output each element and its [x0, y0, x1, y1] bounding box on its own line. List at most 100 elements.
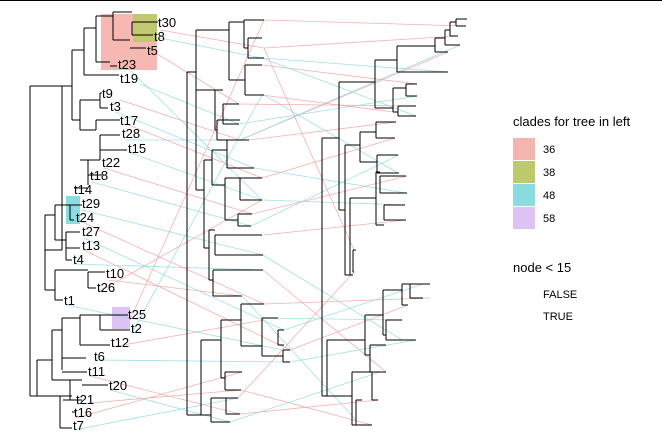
tip-label: t3: [110, 99, 121, 114]
tanglegram-link: [238, 103, 417, 107]
tip-label: t6: [94, 349, 105, 364]
tanglegram-link: [75, 371, 243, 419]
legend-label-58: 58: [543, 213, 555, 225]
tip-label: t22: [102, 155, 120, 170]
tree-links: [65, 19, 467, 431]
legend-label-36: 36: [543, 144, 555, 156]
tip-label: t26: [97, 280, 115, 295]
legend-key-38: [513, 161, 535, 183]
tip-label: t18: [90, 168, 108, 183]
tanglegram-link: [263, 94, 399, 174]
tanglegram-link: [125, 123, 263, 179]
legend-node-true: TRUE: [543, 311, 573, 323]
tanglegram-link: [229, 371, 381, 423]
tanglegram-link: [81, 209, 264, 256]
tanglegram-link: [239, 399, 379, 415]
tip-label: t1: [64, 293, 75, 308]
tanglegram-link: [250, 154, 400, 227]
tanglegram-link: [262, 219, 407, 236]
tip-label: t23: [118, 57, 136, 72]
tanglegram-link: [263, 47, 355, 251]
tanglegram-link: [238, 95, 418, 125]
clade-58-box: [112, 307, 130, 329]
tip-label: t30: [158, 15, 176, 30]
clade-38-box: [133, 14, 157, 42]
legend-key-36: [513, 138, 535, 160]
tanglegram-link: [95, 359, 291, 363]
tanglegram-link: [65, 304, 284, 351]
tanglegram-link: [261, 57, 449, 73]
tanglegram-link: [109, 389, 231, 423]
clade-highlights: [66, 14, 157, 329]
tanglegram-link: [262, 269, 387, 373]
tanglegram-link: [77, 389, 242, 405]
tip-label: t28: [122, 126, 140, 141]
tanglegram-link: [262, 254, 403, 341]
tanglegram-link: [261, 137, 396, 179]
tip-label: t21: [76, 392, 94, 407]
tanglegram-link: [107, 279, 243, 297]
tanglegram-link: [89, 375, 241, 415]
tip-label: t15: [128, 141, 146, 156]
tip-label: t17: [120, 113, 138, 128]
tanglegram-link: [83, 237, 285, 331]
tip-label: t27: [82, 224, 100, 239]
tip-label: t7: [73, 418, 84, 433]
tanglegram-link: [253, 167, 407, 194]
tanglegram-link: [263, 35, 459, 49]
tanglegram-link: [73, 397, 239, 431]
left-tip-labels: t30t8t5t23t19t9t3t17t28t15t22t18t14t29t2…: [64, 15, 176, 433]
tanglegram-link: [97, 199, 263, 293]
tanglegram-link: [103, 167, 253, 215]
tanglegram-link: [159, 29, 265, 49]
tanglegram-link: [263, 19, 467, 27]
tanglegram-link: [241, 295, 357, 421]
tanglegram-link: [263, 297, 431, 305]
legend-label-48: 48: [543, 190, 555, 202]
tip-label: t11: [88, 364, 105, 379]
tanglegram-link: [261, 94, 394, 113]
tip-label: t10: [106, 266, 124, 281]
right-tree: [321, 18, 467, 426]
tip-label: t5: [147, 43, 158, 58]
tanglegram-link: [289, 304, 409, 351]
legend-label-38: 38: [543, 167, 555, 179]
tanglegram-link: [248, 121, 397, 141]
tip-label: t20: [109, 378, 127, 393]
tip-label: t12: [111, 335, 129, 350]
legend: clades for tree in left 36 38 48 58 node…: [513, 114, 630, 323]
tanglegram-link: [159, 37, 263, 59]
tip-label: t9: [102, 86, 113, 101]
tanglegram-link: [119, 99, 241, 141]
tip-label: t16: [74, 405, 92, 420]
tanglegram-link: [261, 64, 418, 85]
middle-tree: [186, 19, 290, 423]
tanglegram-link: [239, 44, 461, 141]
tanglegram-link: [81, 221, 265, 305]
tip-label: t29: [82, 196, 100, 211]
tip-label: t24: [76, 210, 94, 225]
tanglegram-link: [261, 199, 406, 206]
top-border: [0, 0, 662, 1]
legend-clades-title: clades for tree in left: [513, 114, 630, 129]
legend-node-title: node < 15: [513, 260, 571, 275]
tanglegram-link: [129, 19, 265, 321]
tip-label: t19: [120, 71, 138, 86]
tanglegram-link: [289, 339, 417, 363]
tanglegram-link: [261, 317, 403, 321]
tip-label: t8: [154, 29, 165, 44]
tip-label: t2: [131, 321, 142, 336]
tanglegram-link: [131, 94, 263, 334]
tanglegram-link: [111, 319, 265, 348]
tip-label: t13: [82, 238, 100, 253]
legend-key-58: [513, 207, 535, 229]
left-tree: [29, 11, 158, 429]
legend-key-48: [513, 184, 535, 206]
tip-label: t25: [128, 307, 146, 322]
tanglegram-link: [127, 151, 263, 201]
legend-node-false: FALSE: [543, 289, 577, 301]
tanglegram-link: [237, 271, 355, 399]
tip-label: t4: [73, 252, 84, 267]
tip-label: t14: [74, 182, 92, 197]
